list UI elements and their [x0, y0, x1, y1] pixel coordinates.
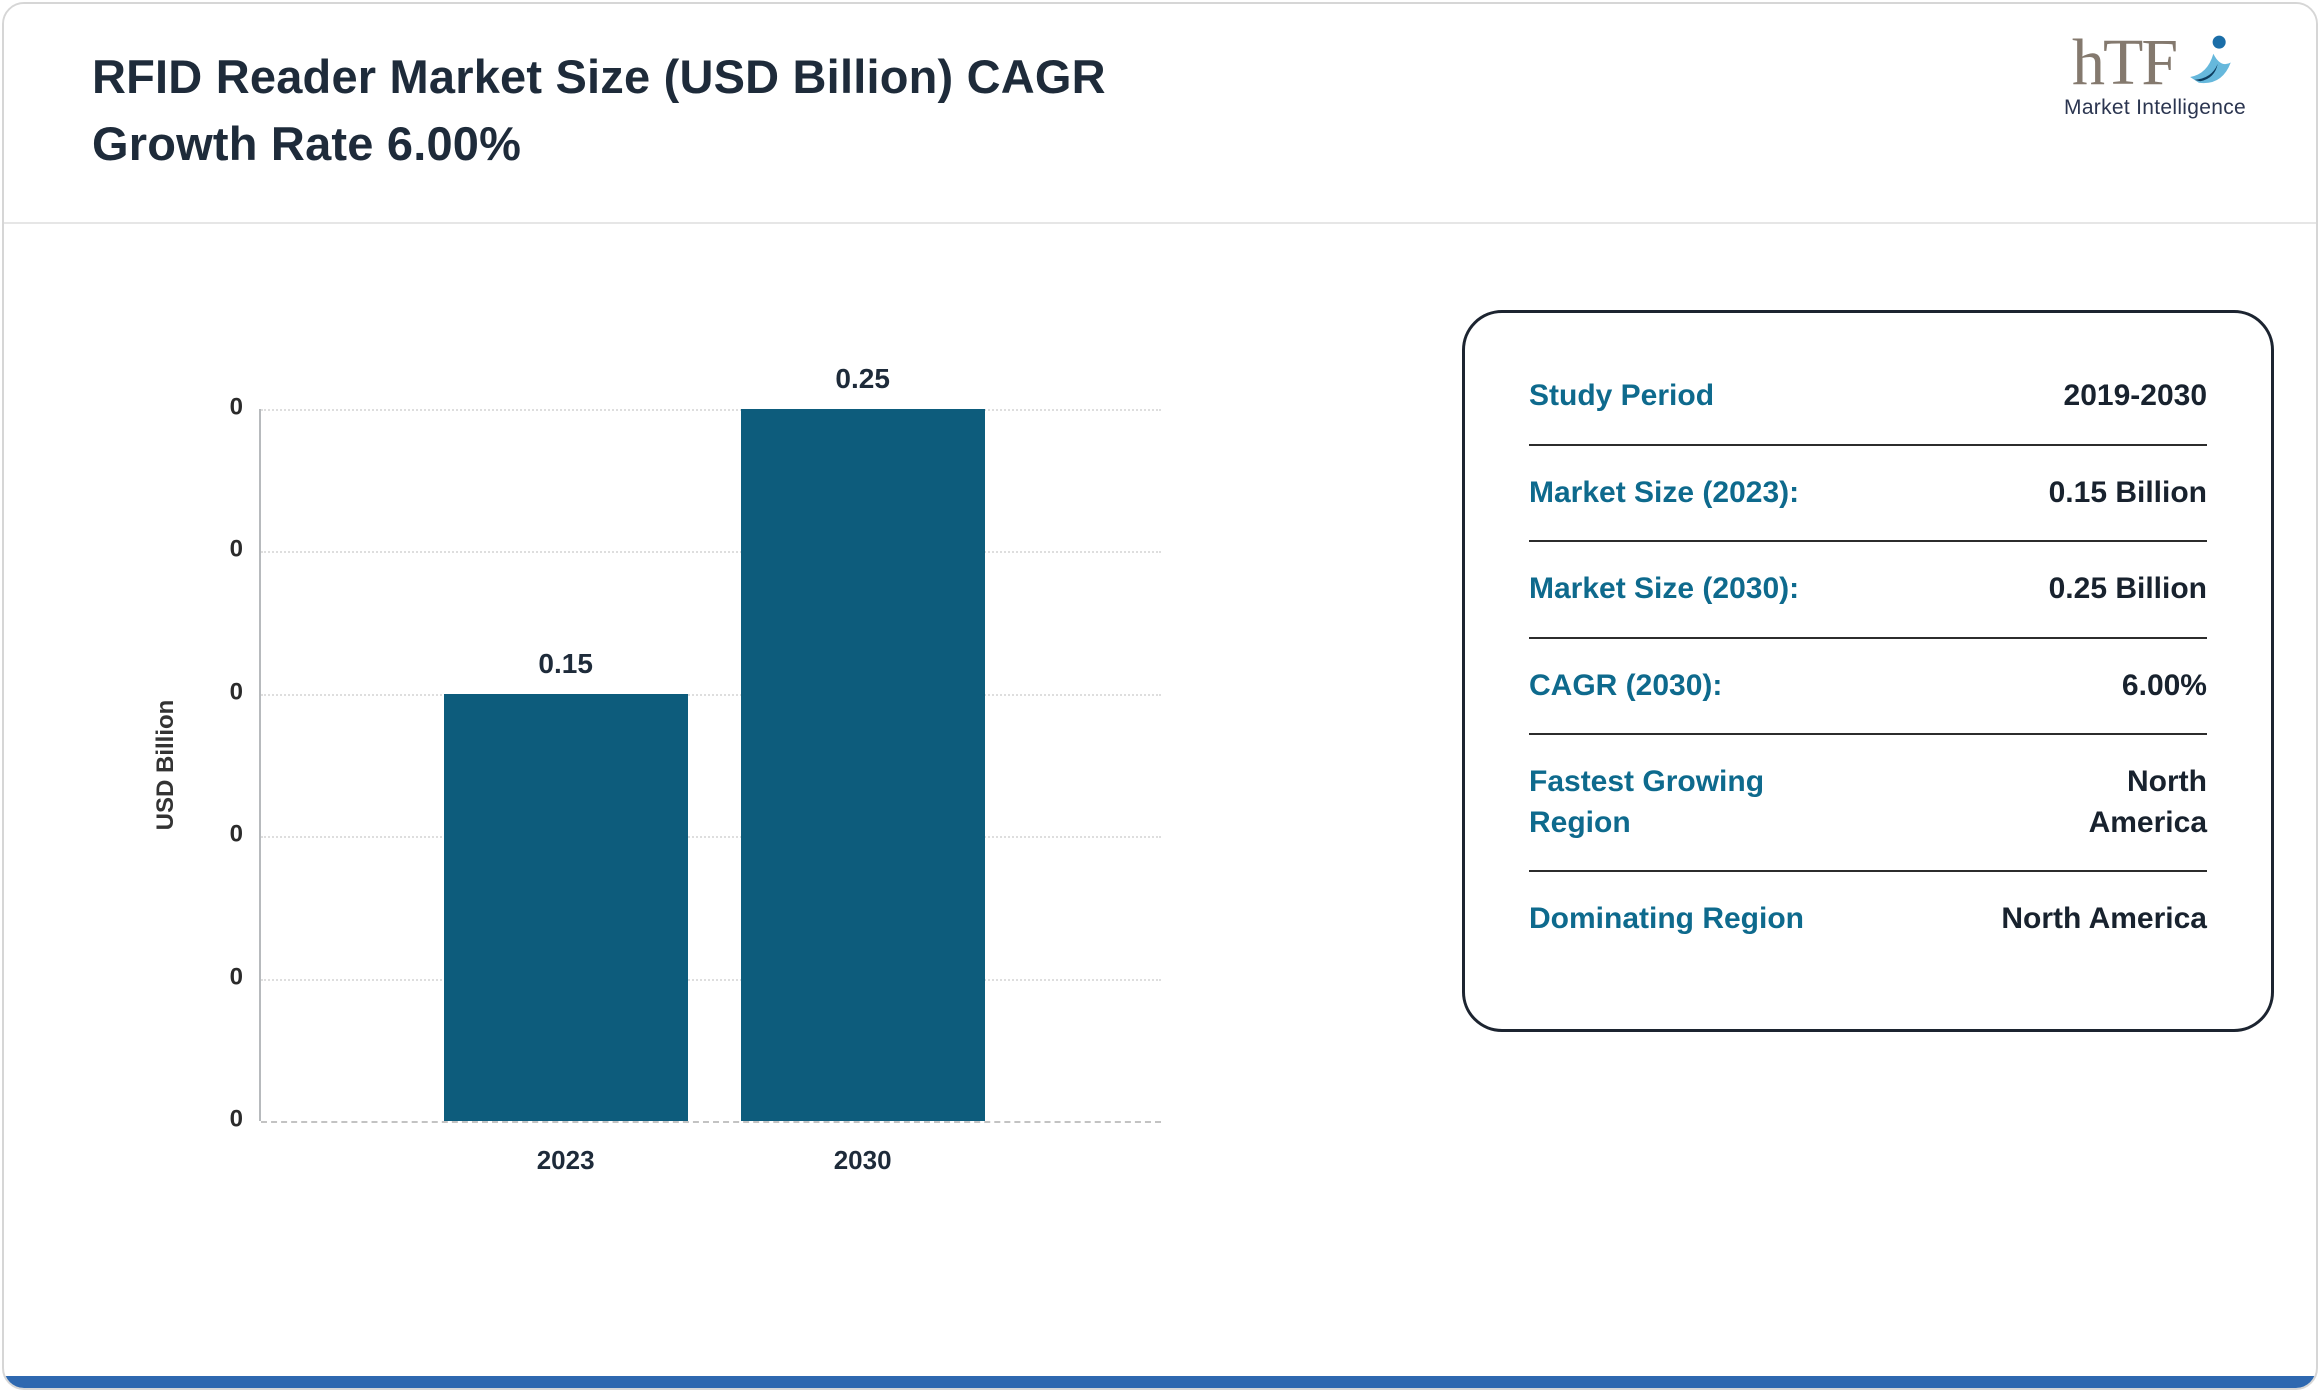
- info-card-row: CAGR (2030): 6.00%: [1529, 639, 2207, 735]
- logo-text: hTF: [2072, 26, 2178, 99]
- info-card-row-value: North America: [2001, 902, 2207, 935]
- y-tick-label: 0: [229, 393, 243, 421]
- bar-value-label: 0.25: [835, 363, 890, 394]
- page-title: RFID Reader Market Size (USD Billion) CA…: [92, 50, 1106, 170]
- y-axis-label: USD Billion: [152, 699, 179, 831]
- y-tick-label: 0: [229, 820, 243, 848]
- logo-swirl-icon: [2190, 35, 2231, 84]
- bar-chart-plot-area: USD Billion 0 0 0 0 0 0 0.15 2023 0.25 2030: [152, 363, 1161, 1175]
- info-card-row: Study Period 2019-2030: [1529, 349, 2207, 446]
- gridline: [261, 693, 1161, 696]
- gridline: [261, 836, 1161, 839]
- info-card-row-label: CAGR (2030):: [1529, 668, 1723, 702]
- info-card-row-label: Study Period: [1529, 379, 1715, 412]
- info-card-row-label: Dominating Region: [1529, 902, 1804, 935]
- info-card-row-value: 6.00%: [2121, 668, 2207, 702]
- info-card-row: Dominating Region North America: [1529, 872, 2207, 967]
- info-card-row: Fastest Growing Region North America: [1529, 735, 2207, 872]
- logo-top: hTF: [2064, 30, 2246, 96]
- brand-logo: hTF Market Intelligence: [2064, 30, 2246, 120]
- logo-subtext: Market Intelligence: [2064, 96, 2246, 119]
- info-card: Study Period 2019-2030 Market Size (2023):…: [1462, 310, 2274, 1032]
- info-card-row-label: Market Size (2023):: [1529, 475, 1800, 509]
- bar-2023: [443, 693, 688, 1121]
- info-card-row-value: 0.15 Billion: [2048, 475, 2207, 509]
- header: RFID Reader Market Size (USD Billion) CA…: [4, 4, 2316, 224]
- y-tick-label: 0: [229, 678, 243, 706]
- gridline: [261, 551, 1161, 554]
- info-card-row-label: Fastest Growing Region: [1529, 765, 1765, 839]
- info-card-row-label: Market Size (2030):: [1529, 572, 1800, 605]
- info-card-row: Market Size (2023): 0.15 Billion: [1529, 446, 2207, 542]
- bar-value-label: 0.15: [538, 647, 593, 679]
- bar-2030: [740, 409, 985, 1121]
- footer-accent-bar: [4, 1376, 2316, 1388]
- info-card-row-value: North America: [2088, 765, 2207, 839]
- y-tick-label: 0: [229, 963, 243, 991]
- x-tick-label: 2023: [536, 1145, 595, 1175]
- gridline: [261, 978, 1161, 981]
- info-card-row-value: 0.25 Billion: [2048, 572, 2207, 605]
- info-card-row-value: 2019-2030: [2063, 379, 2207, 412]
- y-tick-label: 0: [229, 1105, 243, 1133]
- info-card-row: Market Size (2030): 0.25 Billion: [1529, 542, 2207, 639]
- gridline: [261, 409, 1161, 411]
- y-tick-label: 0: [229, 535, 243, 563]
- x-axis-baseline: [261, 1121, 1161, 1123]
- x-tick-label: 2030: [833, 1145, 892, 1175]
